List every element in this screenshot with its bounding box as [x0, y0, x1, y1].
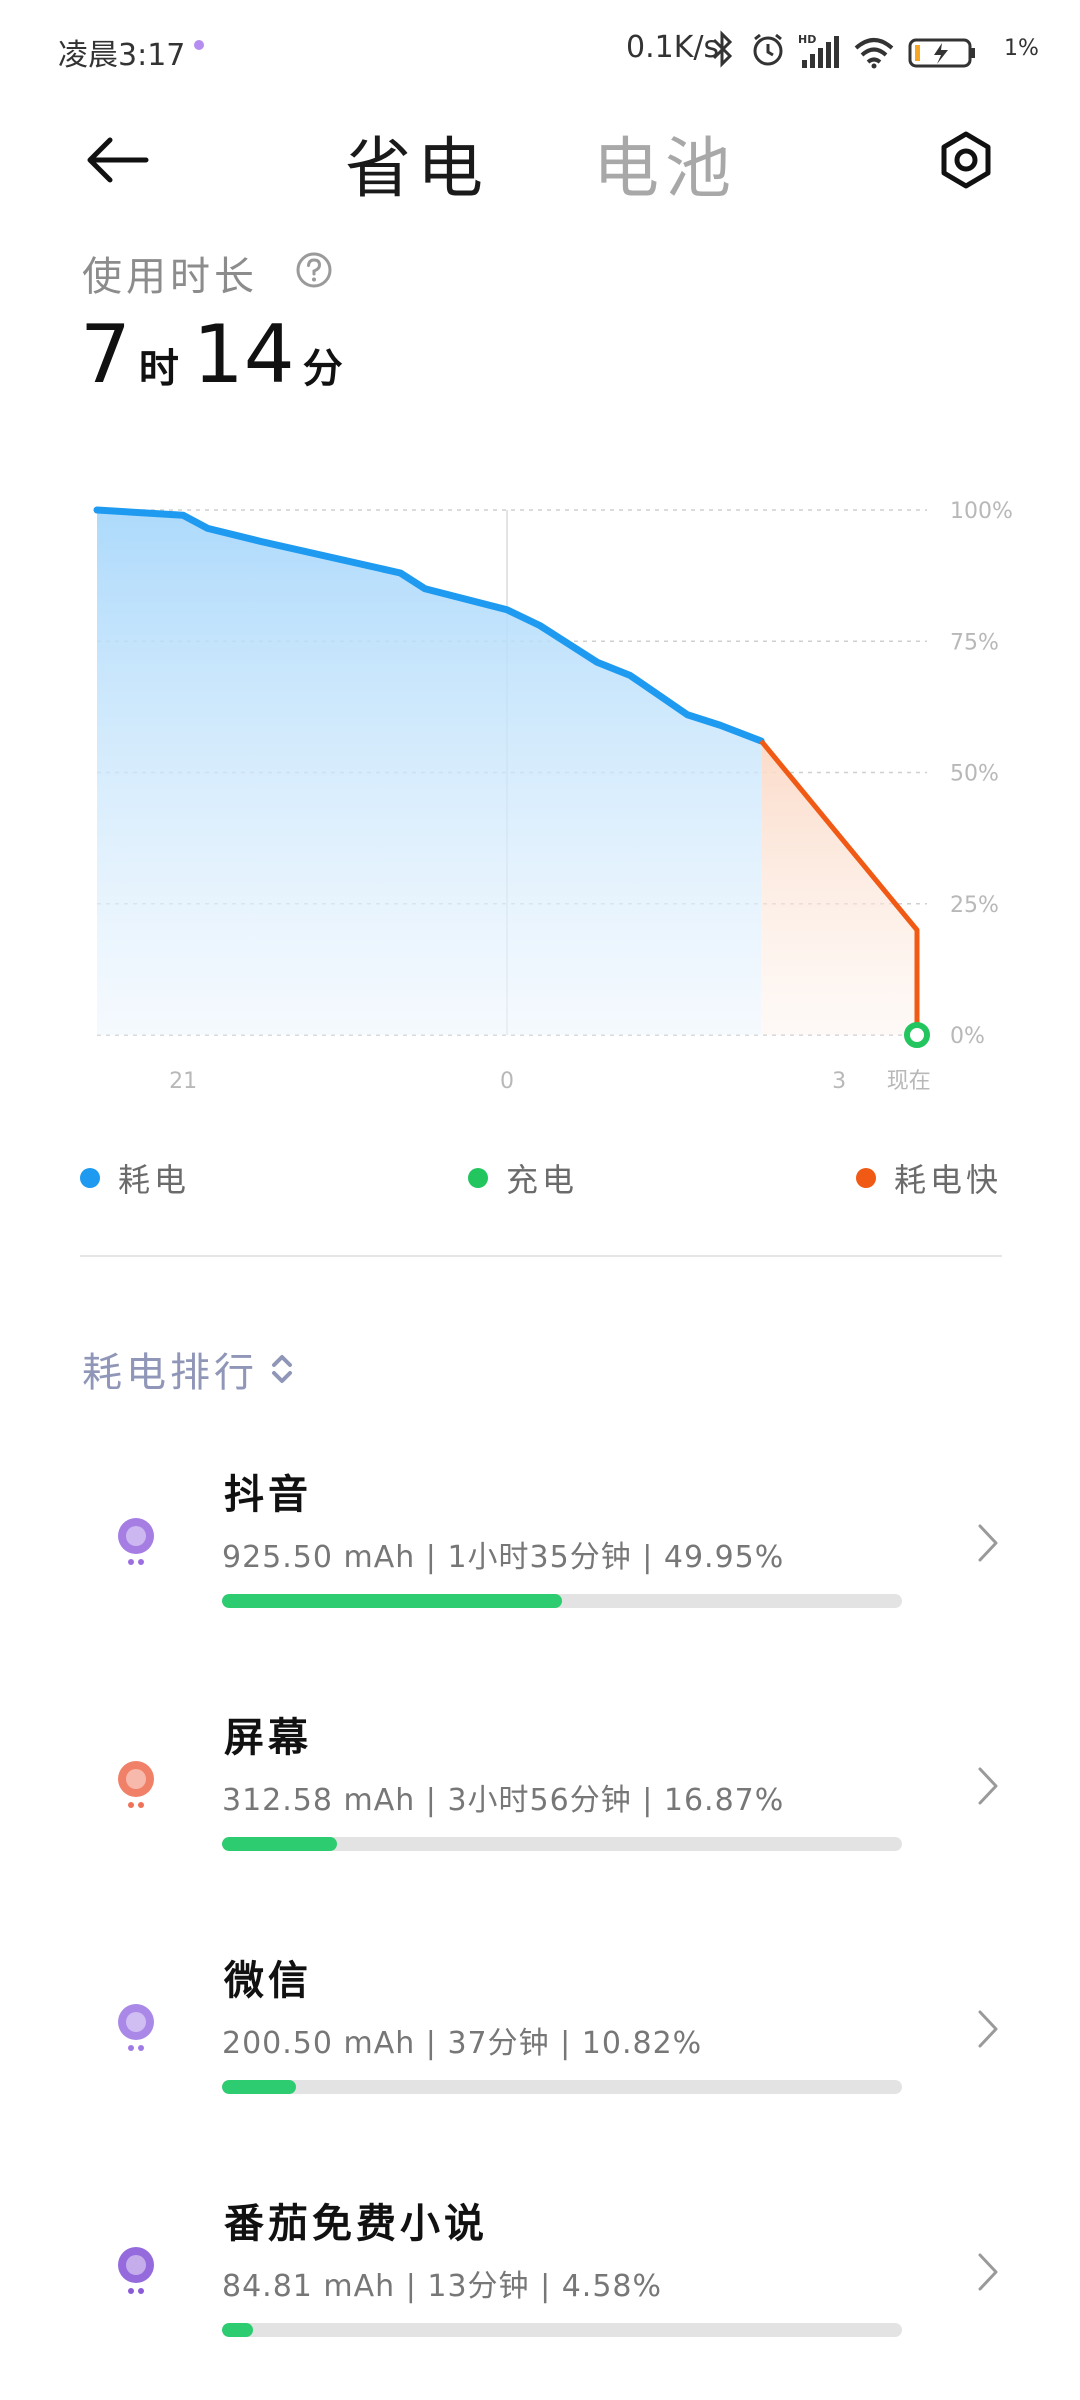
charging-point — [904, 1022, 930, 1048]
network-speed: 0.1K/s — [626, 30, 720, 65]
app-row[interactable]: 微信 200.50 mAh | 37分钟 | 10.82% — [0, 1926, 1080, 2126]
wechat-icon — [118, 2004, 154, 2051]
legend-charging-dot — [468, 1168, 488, 1188]
y-tick-label: 25% — [950, 893, 999, 918]
power-ranking-title: 耗电排行 — [82, 1350, 258, 1396]
app-usage-bar — [222, 1837, 902, 1851]
power-ranking-sort[interactable]: 耗电排行 — [82, 1340, 296, 1398]
app-row[interactable]: 屏幕 312.58 mAh | 3小时56分钟 | 16.87% — [0, 1683, 1080, 1883]
legend-charging-label: 充电 — [506, 1161, 579, 1199]
legend-fast-drain: 耗电快 — [856, 1158, 1003, 1199]
app-row[interactable]: 抖音 925.50 mAh | 1小时35分钟 | 49.95% — [0, 1440, 1080, 1640]
app-usage-bar-fill — [222, 1594, 562, 1608]
usage-hours-unit: 时 — [138, 346, 179, 392]
usage-duration-label: 使用时长 — [82, 254, 258, 300]
legend-charging: 充电 — [468, 1158, 579, 1199]
x-tick-label: 3 — [832, 1069, 846, 1094]
legend-drain: 耗电 — [80, 1158, 191, 1199]
tab-power-saving[interactable]: 省电 — [345, 130, 489, 207]
drain-area — [97, 510, 762, 1035]
app-usage-stats: 84.81 mAh | 13分钟 | 4.58% — [222, 2269, 663, 2304]
app-name: 屏幕 — [224, 1715, 312, 1761]
app-usage-bar-fill — [222, 2080, 296, 2094]
app-usage-bar — [222, 2323, 902, 2337]
novel-icon — [118, 2247, 154, 2294]
legend-drain-dot — [80, 1168, 100, 1188]
app-usage-bar-fill — [222, 1837, 337, 1851]
usage-hours: 7 — [80, 308, 131, 401]
app-usage-stats: 200.50 mAh | 37分钟 | 10.82% — [222, 2026, 703, 2061]
chevron-right-icon — [978, 2253, 998, 2291]
notification-dot-icon — [194, 40, 204, 50]
y-tick-label: 75% — [950, 630, 999, 655]
wifi-icon — [854, 38, 894, 69]
y-tick-label: 0% — [950, 1024, 985, 1049]
help-question-icon[interactable] — [294, 250, 334, 290]
battery-charging-icon — [908, 38, 975, 68]
settings-gear-icon[interactable] — [934, 128, 998, 192]
drain-line — [93, 506, 765, 745]
battery-level-chart: 100% 75% 50% 25% 0% 21 0 3 现在 — [93, 499, 1013, 1094]
app-row[interactable]: 番茄免费小说 84.81 mAh | 13分钟 | 4.58% — [0, 2169, 1080, 2369]
alarm-icon — [753, 33, 783, 66]
x-tick-label: 0 — [500, 1069, 514, 1094]
chevron-right-icon — [978, 1524, 998, 1562]
app-name: 微信 — [224, 1958, 312, 2004]
legend-drain-label: 耗电 — [118, 1161, 191, 1199]
chevron-right-icon — [978, 1767, 998, 1805]
x-tick-label: 现在 — [887, 1069, 931, 1094]
status-icons: HD — [712, 30, 975, 69]
fast-drain-area — [761, 741, 917, 1035]
app-name: 番茄免费小说 — [224, 2201, 488, 2247]
app-usage-bar — [222, 1594, 902, 1608]
screen-icon — [118, 1761, 154, 1808]
fast-drain-line — [759, 739, 920, 1035]
y-tick-label: 100% — [950, 499, 1013, 524]
bluetooth-icon — [712, 30, 733, 68]
back-arrow-icon[interactable] — [80, 128, 160, 192]
y-tick-label: 50% — [950, 762, 999, 787]
battery-percent: 1% — [1004, 36, 1039, 61]
x-tick-label: 21 — [169, 1069, 197, 1094]
app-usage-bar-fill — [222, 2323, 254, 2337]
tab-battery[interactable]: 电池 — [593, 130, 737, 207]
section-divider — [80, 1255, 1002, 1257]
chevron-right-icon — [978, 2010, 998, 2048]
douyin-icon — [118, 1518, 154, 1565]
status-time: 凌晨3:17 — [58, 38, 186, 73]
usage-minutes-unit: 分 — [302, 346, 343, 392]
app-name: 抖音 — [224, 1472, 312, 1518]
hd-signal-icon: HD — [798, 33, 839, 68]
sort-toggle-icon — [272, 1355, 292, 1383]
usage-duration-value: 7 时 14 分 — [80, 308, 357, 401]
svg-text:HD: HD — [798, 33, 816, 46]
status-bar: 凌晨3:17 0.1K/s HD — [0, 0, 1080, 100]
usage-minutes: 14 — [192, 308, 295, 401]
app-usage-stats: 312.58 mAh | 3小时56分钟 | 16.87% — [222, 1783, 785, 1818]
app-usage-stats: 925.50 mAh | 1小时35分钟 | 49.95% — [222, 1540, 785, 1575]
app-usage-bar — [222, 2080, 902, 2094]
legend-fast-drain-label: 耗电快 — [894, 1161, 1003, 1199]
legend-fast-drain-dot — [856, 1168, 876, 1188]
